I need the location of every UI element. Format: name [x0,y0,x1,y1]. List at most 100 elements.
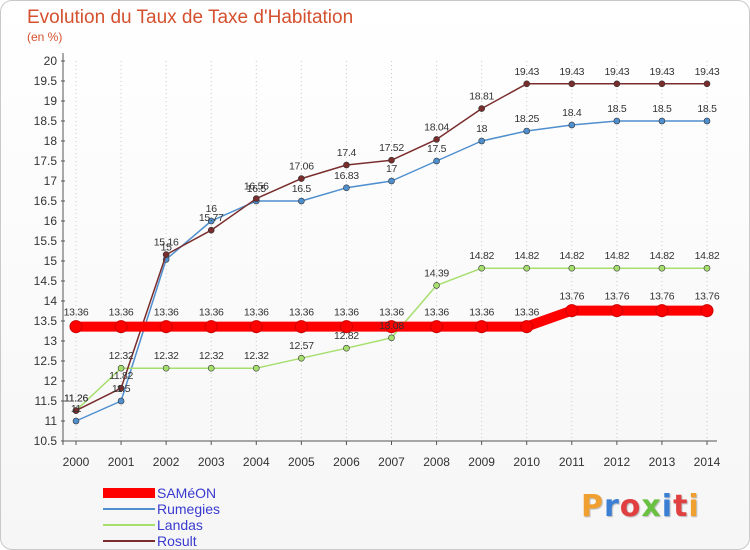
legend-label: Landas [157,517,203,533]
data-label: 19.43 [604,66,629,78]
y-tick-label: 19.5 [34,74,58,88]
x-tick-label: 2006 [333,455,360,469]
legend-item: Rumegies [103,501,220,517]
data-point [703,80,711,88]
data-label: 18.5 [697,103,717,115]
data-point [703,264,711,272]
legend-swatch [103,540,155,542]
x-tick-label: 2005 [288,455,315,469]
legend-item: Landas [103,517,220,533]
y-tick-label: 17.5 [34,154,58,168]
logo-letter: o [619,489,642,524]
data-point [610,304,624,318]
data-label: 13.36 [289,307,314,319]
data-label: 18.5 [607,103,627,115]
legend-label: Rumegies [157,501,221,517]
data-label: 13.36 [244,307,269,319]
legend-swatch [103,524,155,526]
legend-label: SAMéON [157,485,217,501]
y-tick-label: 16 [44,214,58,228]
data-label: 16.83 [334,170,359,182]
chart-legend: SAMéON Rumegies Landas Rosult [103,485,220,549]
data-label: 16.56 [244,181,269,193]
data-label: 11.26 [64,393,88,405]
data-label: 17.4 [337,147,357,159]
data-point [117,364,125,372]
data-label: 19.43 [514,66,539,78]
data-point [117,397,125,405]
y-tick-label: 18 [44,134,58,148]
data-label: 17.06 [289,161,314,173]
data-point [207,217,215,225]
legend-item: Rosult [103,533,220,549]
x-tick-label: 2012 [604,455,631,469]
data-label: 14.82 [469,250,494,262]
legend-label: Rosult [157,533,197,549]
data-point [162,364,170,372]
data-point [613,80,621,88]
y-tick-label: 12.5 [34,354,58,368]
data-label: 13.36 [199,307,224,319]
data-point [388,156,395,164]
data-label: 14.82 [650,250,675,262]
data-point [249,320,263,334]
y-tick-label: 13.5 [34,314,58,328]
data-label: 13.36 [109,307,134,319]
data-label: 12.82 [334,330,359,342]
data-label: 12.57 [289,340,314,352]
data-point [703,117,711,125]
data-point [568,121,576,129]
data-point [207,226,215,234]
logo-letter: x [641,489,662,524]
data-label: 11 [71,403,82,415]
y-tick-label: 14.5 [34,274,58,288]
data-label: 13.08 [379,320,404,332]
x-tick-label: 2001 [108,455,135,469]
data-label: 16 [206,203,218,215]
data-label: 19.43 [695,66,720,78]
data-point [478,264,485,272]
data-label: 12.32 [154,350,179,362]
data-point [207,364,215,372]
x-tick-label: 2000 [63,455,90,469]
data-point [294,320,308,334]
data-label: 15.77 [199,212,224,224]
chart-subtitle: (en %) [27,30,63,44]
data-point [252,195,260,202]
data-label: 18.81 [469,91,494,103]
data-label: 12.32 [244,350,269,362]
y-tick-label: 19 [44,94,58,108]
data-point [565,304,579,318]
y-tick-label: 16.5 [34,194,58,208]
data-point [523,264,531,272]
data-label: 12.32 [199,350,224,362]
data-label: 17.5 [427,143,447,155]
data-label: 14.82 [604,250,629,262]
data-point [298,197,305,205]
x-tick-label: 2009 [468,455,495,469]
legend-item: SAMéON [103,485,220,501]
data-point [72,417,80,425]
data-label: 19.43 [650,66,675,78]
y-tick-label: 20 [44,54,58,68]
legend-swatch [103,488,155,498]
data-label: 17.52 [379,142,404,154]
data-label: 16.5 [292,183,312,195]
y-tick-label: 13 [44,334,58,348]
x-tick-label: 2007 [378,455,405,469]
x-tick-label: 2003 [198,455,225,469]
data-label: 14.39 [424,267,449,279]
data-label: 13.36 [379,307,404,319]
logo-letter: i [688,489,700,524]
data-point [433,136,440,143]
data-point [430,320,444,334]
data-point [298,354,305,362]
data-label: 13.36 [469,307,494,319]
y-tick-label: 11.5 [35,394,58,408]
data-point [252,364,260,372]
data-label: 14.82 [695,250,720,262]
x-tick-label: 2011 [559,455,585,469]
data-label: 13.76 [559,291,584,303]
logo-letter: r [604,489,620,524]
data-point [523,80,531,88]
